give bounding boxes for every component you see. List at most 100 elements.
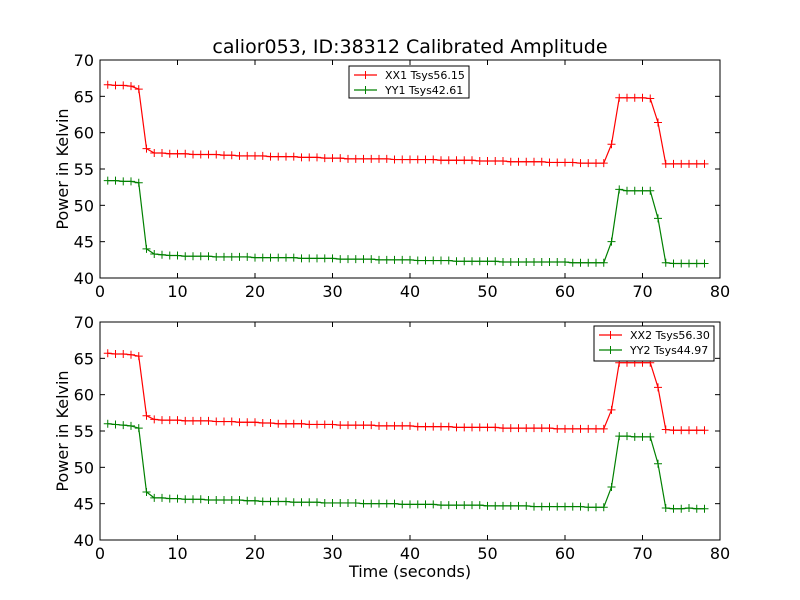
- data-point: [475, 501, 484, 510]
- data-point: [150, 250, 159, 259]
- y-tick-label: 65: [74, 87, 94, 106]
- data-point: [305, 420, 314, 429]
- y-tick-label: 45: [74, 495, 94, 514]
- x-tick-label: 10: [167, 544, 187, 563]
- data-point: [584, 503, 593, 512]
- data-point: [483, 157, 492, 166]
- y-tick-label: 70: [74, 51, 94, 70]
- data-point: [297, 419, 306, 428]
- data-point: [491, 423, 500, 432]
- data-point: [103, 349, 112, 358]
- data-point: [553, 424, 562, 433]
- data-point: [561, 158, 569, 167]
- data-point: [669, 159, 678, 168]
- data-point: [158, 149, 166, 158]
- plot-area: 0 10 20 30 40 50 60 70 80 40 45 50 55 60 65 70 Power in …: [53, 51, 730, 563]
- data-point: [599, 424, 608, 433]
- data-point: [134, 352, 143, 361]
- y-tick-label: 40: [74, 531, 94, 550]
- data-point: [305, 153, 314, 162]
- data-point: [506, 258, 515, 267]
- data-point: [576, 159, 585, 168]
- data-point: [537, 424, 546, 433]
- data-point: [243, 418, 252, 427]
- data-point: [165, 416, 174, 425]
- data-point: [615, 432, 624, 441]
- data-point: [243, 252, 252, 261]
- data-point: [692, 159, 701, 168]
- data-point: [204, 150, 213, 159]
- data-point: [251, 496, 259, 505]
- data-point: [297, 498, 306, 507]
- data-point: [475, 423, 484, 432]
- data-point: [344, 255, 352, 264]
- data-point: [320, 420, 329, 429]
- data-point: [406, 500, 414, 509]
- y-tick-label: 55: [74, 422, 94, 441]
- data-point: [444, 422, 453, 431]
- data-point: [623, 186, 631, 195]
- legend-entry-label: XX2 Tsys56.30: [630, 329, 710, 342]
- data-point: [499, 424, 507, 433]
- data-point: [220, 417, 228, 426]
- data-point: [700, 426, 709, 435]
- data-point: [251, 151, 259, 160]
- data-point: [460, 257, 469, 266]
- data-point: [351, 154, 360, 163]
- data-point: [142, 411, 151, 420]
- data-point: [692, 426, 701, 435]
- data-point: [258, 151, 267, 160]
- data-point: [103, 80, 112, 89]
- data-point: [499, 258, 507, 267]
- data-point: [669, 259, 678, 268]
- data-point: [568, 424, 577, 433]
- data-point: [181, 495, 190, 504]
- data-point: [251, 253, 259, 262]
- y-tick-label: 40: [74, 269, 94, 288]
- data-point: [584, 258, 593, 267]
- data-point: [452, 501, 461, 510]
- data-point: [452, 257, 461, 266]
- data-point: [506, 501, 515, 510]
- data-point: [429, 155, 438, 164]
- x-tick-label: 40: [400, 544, 420, 563]
- legend-box: [348, 65, 470, 99]
- data-point: [173, 149, 182, 158]
- series-xx1: [103, 80, 709, 168]
- data-point: [282, 253, 290, 262]
- data-point: [274, 253, 283, 262]
- data-point: [196, 252, 205, 261]
- data-point: [204, 416, 213, 425]
- data-point: [654, 118, 662, 127]
- data-point: [630, 93, 639, 102]
- data-point: [212, 150, 221, 159]
- data-point: [328, 154, 337, 163]
- x-tick-label: 0: [95, 544, 105, 563]
- data-point: [654, 214, 662, 223]
- data-point: [460, 156, 469, 165]
- data-point: [165, 149, 174, 158]
- data-point: [429, 422, 438, 431]
- data-point: [576, 424, 585, 433]
- data-point: [189, 252, 197, 261]
- data-point: [119, 81, 128, 90]
- data-point: [158, 416, 166, 425]
- x-axis-label: Time (seconds): [348, 562, 471, 581]
- data-point: [367, 154, 376, 163]
- data-point: [406, 421, 414, 430]
- data-point: [592, 503, 600, 512]
- data-point: [127, 177, 135, 186]
- data-point: [344, 421, 352, 430]
- series-yy2: [103, 419, 709, 513]
- data-point: [514, 424, 523, 433]
- data-point: [530, 157, 538, 166]
- data-point: [413, 500, 422, 509]
- data-point: [607, 237, 616, 246]
- data-point: [506, 157, 515, 166]
- data-point: [204, 252, 213, 261]
- data-point: [685, 504, 693, 513]
- data-point: [553, 158, 562, 167]
- data-point: [421, 256, 430, 265]
- data-point: [514, 157, 523, 166]
